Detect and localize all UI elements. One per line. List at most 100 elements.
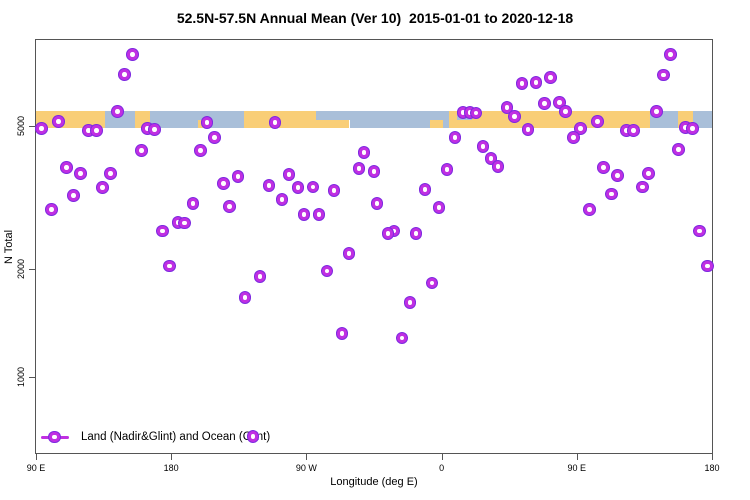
data-point [637, 181, 648, 193]
data-point [673, 144, 684, 155]
data-point [554, 97, 565, 108]
data-point [470, 107, 482, 119]
data-point [276, 194, 288, 205]
data-point [232, 171, 244, 182]
data-point [539, 98, 550, 109]
data-point [530, 77, 542, 88]
surface-band [36, 111, 712, 128]
data-point [410, 228, 422, 239]
data-point [702, 260, 713, 272]
y-tick [29, 269, 35, 270]
data-point [239, 292, 250, 303]
band-segment-ocean [692, 111, 712, 128]
data-point [433, 202, 445, 213]
x-tick [171, 454, 173, 460]
y-tick-label: 1000 [16, 367, 26, 388]
x-tick [36, 454, 37, 460]
data-point [612, 170, 623, 181]
data-point [658, 69, 669, 81]
data-point [522, 124, 534, 135]
data-point [61, 162, 72, 173]
x-tick [712, 454, 713, 460]
data-point [358, 147, 370, 158]
y-tick [29, 126, 35, 128]
data-point [36, 123, 47, 134]
data-point [187, 198, 199, 209]
data-point [127, 49, 138, 60]
data-point [195, 145, 206, 156]
data-point [441, 164, 453, 175]
data-point [157, 225, 168, 237]
legend: Land (Nadir&Glint) and Ocean (Glint) [41, 430, 270, 444]
data-point [292, 182, 304, 193]
data-point [485, 153, 497, 164]
x-tick-label: 90 W [295, 463, 317, 473]
data-point [321, 265, 333, 277]
data-point [68, 190, 79, 201]
data-point [665, 49, 676, 60]
data-point [298, 209, 310, 220]
data-point [91, 125, 102, 136]
data-point [492, 161, 504, 172]
x-axis-label: Longitude (deg E) [330, 476, 418, 488]
data-point [396, 332, 408, 344]
data-point [313, 209, 325, 220]
data-point [164, 260, 175, 272]
data-point [209, 132, 220, 143]
band-segment-ocean [349, 111, 449, 128]
data-point [449, 132, 461, 143]
data-point [105, 168, 116, 179]
data-point [136, 145, 147, 156]
chart-title: 52.5N-57.5N Annual Mean (Ver 10) 2015-01… [176, 10, 574, 26]
x-tick [441, 454, 443, 460]
legend-circle-icon [49, 431, 60, 442]
data-point [651, 106, 662, 117]
data-point [509, 111, 520, 122]
data-point [598, 162, 609, 173]
data-point [426, 277, 438, 289]
data-point [606, 188, 617, 200]
data-point [501, 102, 513, 113]
data-point [149, 124, 160, 135]
data-point [179, 217, 190, 229]
scatter-points-layer [36, 40, 713, 453]
band-segment-ocean [150, 111, 245, 128]
legend-marker-icon [41, 431, 69, 442]
data-point [46, 204, 57, 215]
data-point [694, 225, 705, 237]
data-point [283, 169, 295, 180]
data-point [477, 141, 489, 152]
data-point [247, 431, 259, 442]
data-point [419, 184, 431, 195]
y-tick-label: 5000 [16, 116, 26, 137]
data-point [516, 78, 528, 89]
data-point [224, 201, 235, 212]
data-point [575, 123, 586, 134]
data-point [687, 123, 698, 134]
data-point [254, 271, 266, 282]
data-point [382, 228, 394, 239]
data-point [201, 117, 212, 128]
y-tick-label: 2000 [16, 258, 26, 280]
data-point [343, 248, 355, 259]
x-tick-label: 90 E [26, 463, 46, 473]
data-point [263, 180, 275, 191]
legend-label: Land (Nadir&Glint) and Ocean (Glint) [81, 431, 271, 443]
x-tick-label: 0 [439, 463, 445, 473]
x-tick-label: 180 [704, 463, 720, 473]
x-tick-label: 90 E [567, 463, 587, 473]
data-point [643, 168, 654, 179]
x-tick [576, 454, 578, 460]
data-point [368, 166, 380, 177]
data-point [307, 181, 319, 193]
data-point [97, 182, 108, 193]
data-point [545, 72, 556, 83]
y-axis-label: N Total [3, 229, 15, 264]
data-point [560, 106, 571, 117]
data-point [353, 163, 365, 174]
x-tick [306, 454, 308, 460]
data-point [568, 132, 579, 143]
data-point [269, 117, 281, 128]
y-tick [29, 377, 35, 379]
